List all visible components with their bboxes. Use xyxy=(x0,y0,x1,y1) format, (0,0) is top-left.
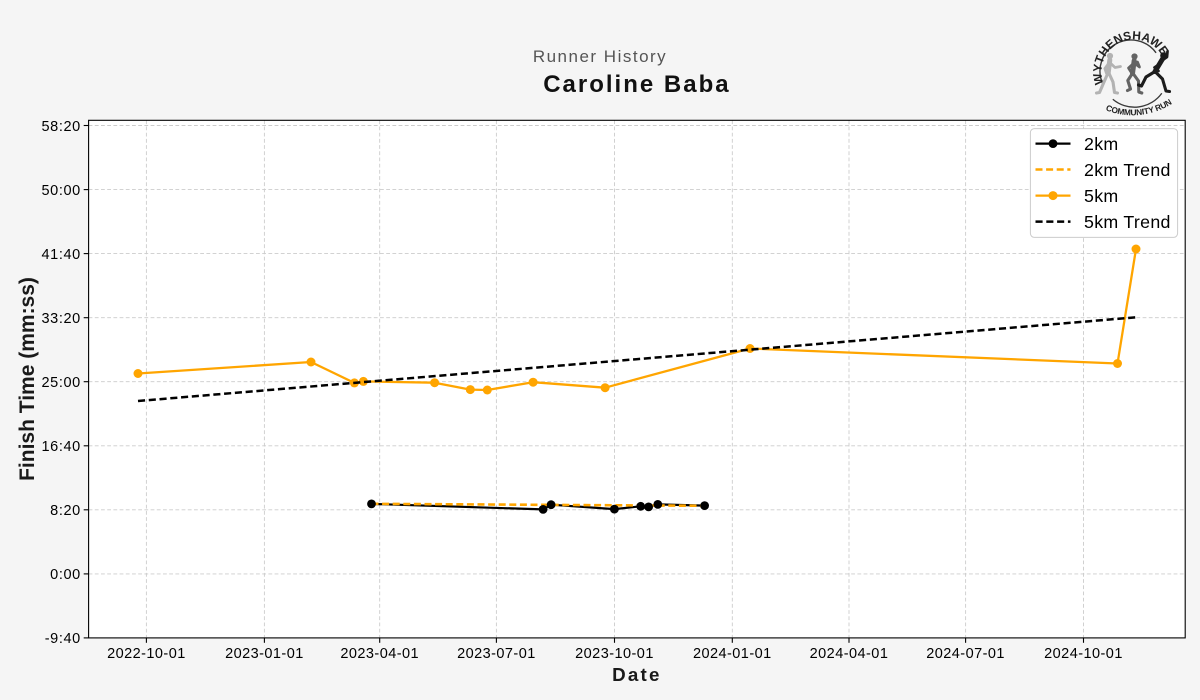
svg-text:2023-04-01: 2023-04-01 xyxy=(340,646,419,662)
svg-text:Finish Time (mm:ss): Finish Time (mm:ss) xyxy=(16,277,39,481)
svg-text:Caroline Baba: Caroline Baba xyxy=(543,71,730,98)
svg-text:Date: Date xyxy=(612,664,662,685)
svg-text:58:20: 58:20 xyxy=(42,119,81,135)
svg-text:2023-01-01: 2023-01-01 xyxy=(225,646,304,662)
svg-text:2024-07-01: 2024-07-01 xyxy=(926,646,1005,662)
svg-text:2024-01-01: 2024-01-01 xyxy=(693,646,772,662)
svg-text:2022-10-01: 2022-10-01 xyxy=(107,646,186,662)
svg-text:2024-10-01: 2024-10-01 xyxy=(1044,646,1123,662)
svg-text:41:40: 41:40 xyxy=(42,247,81,263)
svg-text:5km Trend: 5km Trend xyxy=(1084,212,1171,232)
svg-text:8:20: 8:20 xyxy=(50,503,81,519)
svg-text:2023-10-01: 2023-10-01 xyxy=(575,646,654,662)
svg-text:50:00: 50:00 xyxy=(42,183,81,199)
svg-text:2km Trend: 2km Trend xyxy=(1084,160,1171,180)
svg-text:2024-04-01: 2024-04-01 xyxy=(810,646,889,662)
svg-text:-9:40: -9:40 xyxy=(45,631,81,647)
svg-text:2023-07-01: 2023-07-01 xyxy=(457,646,536,662)
svg-text:25:00: 25:00 xyxy=(42,375,81,391)
svg-text:Runner History: Runner History xyxy=(533,47,667,66)
svg-text:5km: 5km xyxy=(1084,186,1119,206)
svg-text:33:20: 33:20 xyxy=(42,311,81,327)
svg-text:16:40: 16:40 xyxy=(42,439,81,455)
svg-text:2km: 2km xyxy=(1084,134,1119,154)
svg-text:0:00: 0:00 xyxy=(50,567,81,583)
